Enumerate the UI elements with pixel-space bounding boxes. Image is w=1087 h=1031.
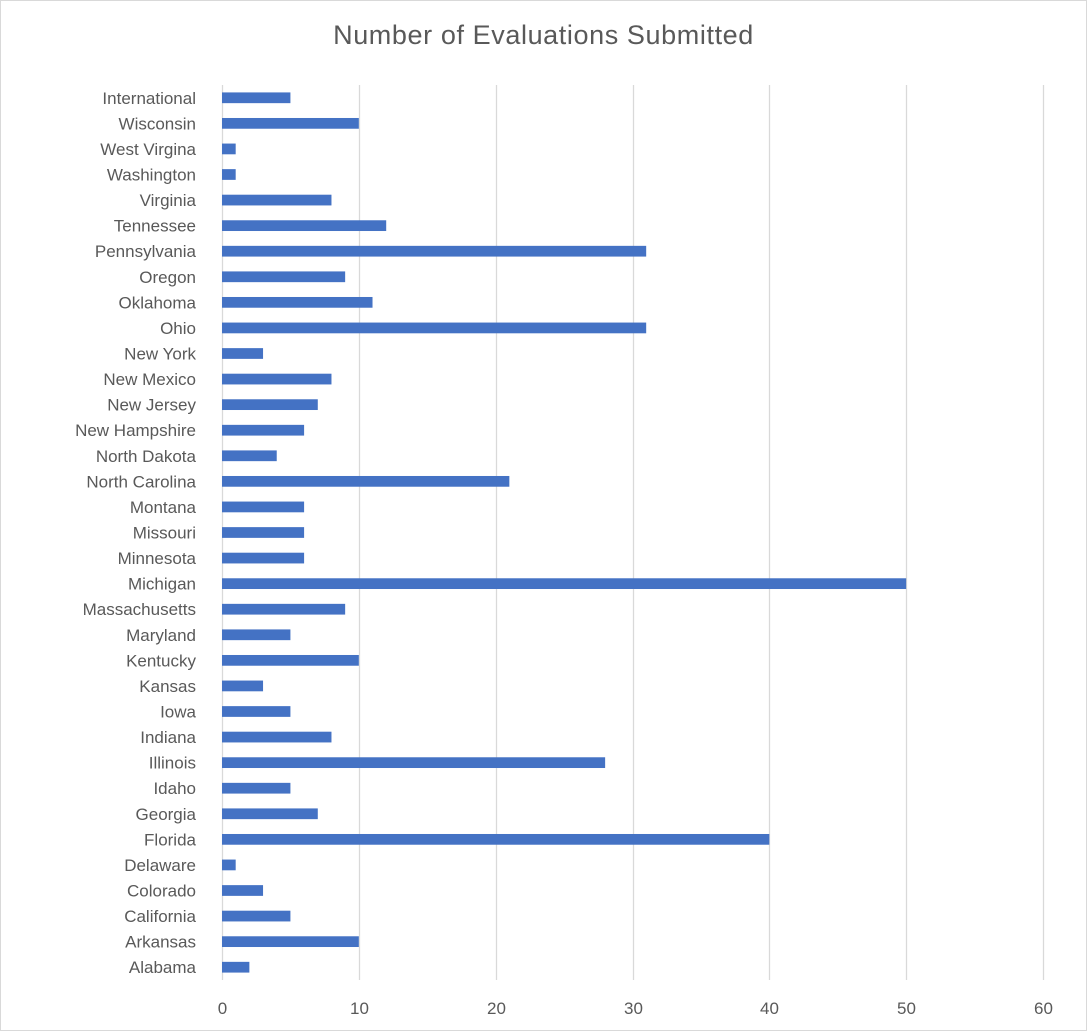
category-label-massachusetts: Massachusetts [83,600,196,619]
category-label-north-carolina: North Carolina [86,472,196,491]
category-label-north-dakota: North Dakota [96,447,197,466]
x-tick-label-0: 0 [218,999,227,1018]
bar-washington [222,169,236,180]
category-label-iowa: Iowa [160,703,196,722]
category-label-kansas: Kansas [139,677,196,696]
category-label-west-virgina: West Virgina [100,140,196,159]
bar-iowa [222,706,291,717]
bar-illinois [222,757,606,769]
bar-north-dakota [222,450,277,462]
bar-oklahoma [222,296,373,308]
category-label-georgia: Georgia [136,805,197,824]
category-label-tennessee: Tennessee [114,217,196,236]
bar-colorado [222,885,264,896]
category-label-alabama: Alabama [129,958,197,977]
bar-kansas [222,680,264,692]
bar-new-mexico [222,373,332,385]
bar-kentucky [222,654,359,666]
category-label-virginia: Virginia [140,191,197,210]
x-tick-label-10: 10 [350,999,369,1018]
bar-michigan [222,578,907,590]
bar-indiana [222,731,332,743]
bar-montana [222,501,305,513]
category-label-pennsylvania: Pennsylvania [95,242,197,261]
bar-international [222,92,291,104]
bar-north-carolina [222,475,510,487]
bar-virginia [222,194,332,206]
category-label-illinois: Illinois [149,754,196,773]
category-label-ohio: Ohio [160,319,196,338]
bar-oregon [222,271,346,283]
x-tick-label-40: 40 [760,999,779,1018]
category-label-colorado: Colorado [127,882,196,901]
category-label-maryland: Maryland [126,626,196,645]
bar-arkansas [222,936,359,948]
category-label-delaware: Delaware [124,856,196,875]
bar-new-jersey [222,399,318,411]
bar-new-hampshire [222,424,305,436]
category-label-california: California [124,907,196,926]
bar-delaware [222,859,236,871]
bar-tennessee [222,220,387,232]
category-label-new-mexico: New Mexico [103,370,196,389]
bar-west-virgina [222,143,236,155]
chart-title: Number of Evaluations Submitted [333,20,754,50]
category-label-missouri: Missouri [133,524,196,543]
x-tick-label-60: 60 [1034,999,1053,1018]
category-label-new-hampshire: New Hampshire [75,421,196,440]
category-label-florida: Florida [144,830,197,849]
x-tick-label-20: 20 [487,999,506,1018]
bar-pennsylvania [222,245,647,257]
category-label-wisconsin: Wisconsin [119,114,196,133]
category-label-kentucky: Kentucky [126,651,196,670]
category-label-oklahoma: Oklahoma [119,293,197,312]
category-label-indiana: Indiana [140,728,196,747]
category-label-international: International [102,89,196,108]
bar-idaho [222,782,291,794]
bar-california [222,910,291,922]
category-label-idaho: Idaho [153,779,196,798]
bar-new-york [222,348,264,359]
category-label-minnesota: Minnesota [118,549,197,568]
bar-missouri [222,527,305,538]
category-label-michigan: Michigan [128,575,196,594]
bar-ohio [222,322,647,334]
bar-wisconsin [222,117,359,129]
category-label-oregon: Oregon [139,268,196,287]
x-tick-label-30: 30 [624,999,643,1018]
category-label-washington: Washington [107,166,196,185]
category-label-arkansas: Arkansas [125,933,196,952]
x-tick-label-50: 50 [897,999,916,1018]
bar-alabama [222,961,250,973]
bar-minnesota [222,552,305,564]
category-label-montana: Montana [130,498,197,517]
bar-georgia [222,808,318,820]
category-label-new-jersey: New Jersey [107,396,196,415]
bar-florida [222,833,770,845]
bar-maryland [222,629,291,641]
category-label-new-york: New York [124,345,196,364]
bar-massachusetts [222,603,346,615]
